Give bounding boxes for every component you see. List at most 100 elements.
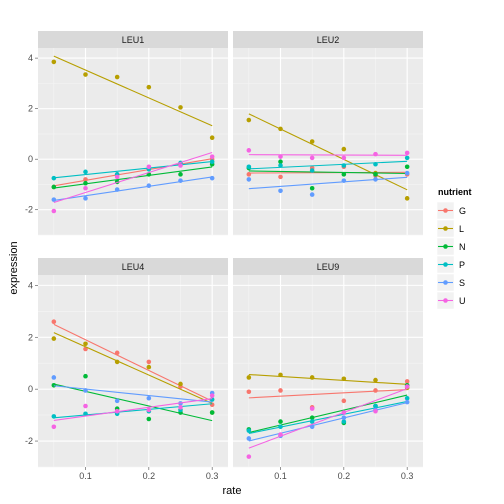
point-l [309, 139, 315, 144]
point-u [114, 174, 120, 180]
facet-panels: LEU1 -2 0 2 4 LEU2 LEU4 -2 0 2 4 0.1 0.2 0.3 LEU9 0.1 0.… [25, 31, 423, 481]
point-u [373, 408, 378, 414]
x-tick-label: 0.1 [274, 471, 287, 481]
point-l [246, 375, 252, 380]
trend-line-s [248, 176, 408, 190]
trend-line-l [248, 113, 408, 191]
point-l [373, 377, 378, 383]
point-l [83, 72, 88, 77]
panel-background [233, 275, 423, 467]
y-tick-label: 4 [28, 280, 33, 290]
point-p [51, 414, 57, 419]
point-p [209, 159, 215, 165]
point-n [51, 382, 57, 388]
point-l [51, 336, 57, 341]
point-l [246, 117, 252, 123]
legend-label: U [459, 296, 466, 306]
facet-strip-label: LEU4 [122, 262, 145, 272]
point-s [209, 175, 215, 181]
x-tick-label: 0.2 [338, 471, 351, 481]
panel-leu2: LEU2 [233, 31, 423, 236]
point-n [83, 373, 88, 379]
trend-line-s [248, 402, 408, 442]
x-tick-label: 0.1 [79, 471, 92, 481]
legend-key-point [443, 226, 448, 231]
point-g [404, 379, 410, 384]
panel-leu9: LEU9 0.1 0.2 0.3 [233, 258, 423, 481]
trend-line-u [248, 388, 408, 449]
point-s [309, 192, 315, 197]
trend-line-g [248, 388, 408, 399]
facet-strip [233, 258, 423, 275]
legend-item-l: L [436, 219, 464, 238]
point-n [51, 184, 57, 190]
point-n [309, 185, 315, 191]
trend-line-n [248, 394, 408, 434]
y-tick-label: -2 [25, 436, 33, 446]
facet-strip-label: LEU2 [317, 35, 340, 45]
point-g [83, 177, 88, 182]
point-s [373, 177, 378, 182]
y-tick-label: 2 [28, 104, 33, 114]
legend-label: L [459, 224, 464, 234]
point-l [114, 359, 120, 365]
point-u [278, 432, 283, 437]
point-p [83, 411, 88, 417]
point-n [373, 172, 378, 177]
point-l [209, 135, 215, 141]
legend-key-point [443, 280, 448, 285]
facet-strip-label: LEU1 [122, 35, 145, 45]
point-s [83, 196, 88, 201]
point-u [341, 155, 347, 161]
trend-line-l [53, 332, 213, 404]
point-g [146, 359, 152, 365]
point-s [246, 436, 252, 441]
facet-strip [233, 31, 423, 48]
point-p [404, 155, 410, 161]
point-l [178, 381, 183, 387]
trend-line-s [53, 385, 213, 403]
trend-line-g [53, 158, 213, 187]
point-l [146, 364, 152, 370]
legend-item-p: P [436, 255, 465, 274]
point-u [178, 405, 183, 410]
panel-background [233, 48, 423, 235]
point-l [114, 74, 120, 80]
x-tick-label: 0.2 [143, 471, 156, 481]
point-l [309, 375, 315, 380]
legend-item-s: S [436, 273, 465, 292]
point-s [404, 170, 410, 176]
point-l [83, 341, 88, 347]
point-u [246, 454, 252, 459]
point-g [114, 350, 120, 356]
trend-line-n [248, 170, 408, 175]
point-l [341, 146, 347, 152]
trend-line-p [53, 403, 213, 419]
point-s [146, 183, 152, 189]
y-axis-title: expression [8, 241, 20, 294]
y-tick-label: -2 [25, 205, 33, 215]
point-g [373, 388, 378, 393]
panel-leu1: LEU1 -2 0 2 4 [25, 31, 228, 236]
legend-key-point [443, 298, 448, 303]
legend-label: N [459, 242, 466, 252]
point-u [278, 154, 283, 159]
trend-line-u [53, 151, 213, 204]
point-s [114, 398, 120, 404]
trend-line-u [53, 398, 213, 421]
point-s [146, 395, 152, 401]
legend-key-point [443, 262, 448, 267]
panel-background [38, 48, 228, 235]
point-u [373, 151, 378, 157]
point-u [309, 155, 315, 161]
x-axis-title: rate [223, 485, 242, 497]
point-l [51, 59, 57, 65]
trend-line-p [248, 400, 408, 435]
legend-label: S [459, 278, 465, 288]
point-p [278, 163, 283, 168]
point-p [309, 419, 315, 424]
point-u [246, 148, 252, 153]
point-u [83, 185, 88, 191]
